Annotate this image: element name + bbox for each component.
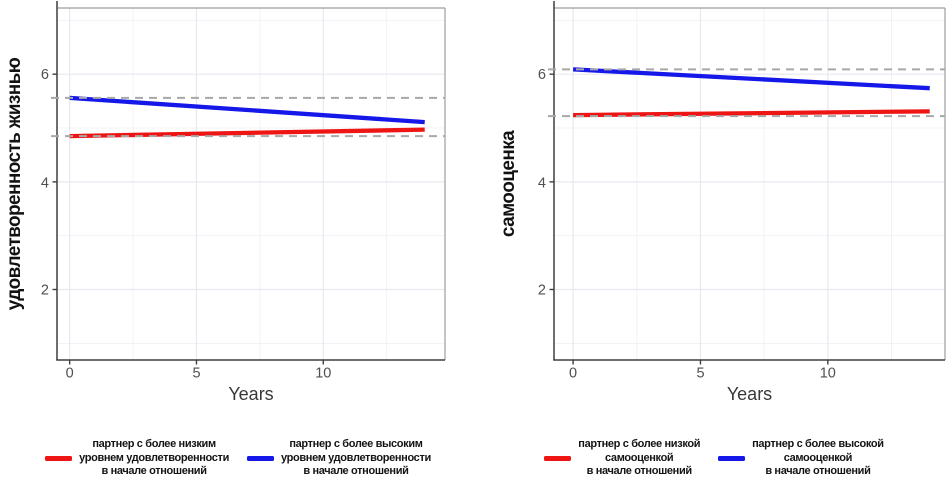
chart-life-satisfaction: 2 4 6 0 5 10 Years удовлетворенность жиз… (0, 1, 476, 479)
legend-line: в начале отношений (101, 465, 207, 477)
x-axis-title: Years (228, 384, 273, 404)
x-tick-label: 5 (192, 366, 200, 382)
legend-line: партнер с более низким (92, 438, 216, 450)
legend-line: уровнем удовлетворенности (79, 451, 229, 464)
legend-line: партнер с более высоким (289, 438, 423, 450)
x-tick-label: 5 (696, 366, 704, 382)
legend-line: самооценкой (783, 451, 853, 464)
legend-life-satisfaction: партнер с более низким уровнем удовлетво… (0, 438, 476, 479)
legend-swatch-blue (247, 455, 274, 461)
legend-line: в начале отношений (303, 465, 409, 477)
legend-line: партнер с более низкой (578, 438, 701, 450)
legend-label: партнер с более низким уровнем удовлетво… (79, 438, 229, 479)
y-tick-label: 4 (538, 175, 546, 191)
y-tick-label: 2 (41, 283, 49, 299)
legend-item-lower-partner: партнер с более низкой самооценкой в нач… (544, 438, 700, 479)
y-tick-label: 6 (538, 67, 546, 83)
x-tick-label: 0 (569, 366, 577, 382)
y-axis-title: самооценка (498, 130, 519, 237)
x-tick-label: 10 (820, 366, 836, 382)
y-axis-title: удовлетворенность жизнью (4, 57, 25, 310)
legend-swatch-red (544, 455, 572, 461)
legend-line: в начале отношений (765, 465, 871, 477)
y-tick-label: 6 (41, 67, 49, 83)
legend-swatch-blue (718, 455, 746, 461)
life-satisfaction-plot: 2 4 6 0 5 10 Years удовлетворенность жиз… (4, 1, 446, 404)
chart-self-esteem: 2 4 6 0 5 10 Years самооценка партнер с … (476, 0, 952, 504)
legend-item-higher-partner: партнер с более высоким уровнем удовлетв… (247, 438, 431, 479)
legend-label: партнер с более высокой самооценкой в на… (752, 438, 884, 479)
legend-label: партнер с более низкой самооценкой в нач… (578, 438, 700, 479)
legend-item-lower-partner: партнер с более низким уровнем удовлетво… (45, 438, 229, 479)
plot-area (51, 1, 446, 365)
legend-item-higher-partner: партнер с более высокой самооценкой в на… (718, 438, 884, 479)
legend-self-esteem: партнер с более низкой самооценкой в нач… (476, 438, 952, 479)
x-tick-label: 0 (66, 366, 74, 382)
legend-line: партнер с более высокой (752, 438, 884, 450)
legend-line: самооценкой (605, 451, 674, 464)
x-axis-title: Years (727, 384, 772, 404)
legend-label: партнер с более высоким уровнем удовлетв… (281, 438, 431, 479)
self-esteem-plot: 2 4 6 0 5 10 Years самооценка (498, 1, 946, 404)
y-tick-label: 2 (538, 283, 546, 299)
plot-area (548, 1, 946, 365)
legend-swatch-red (45, 455, 73, 461)
x-tick-label: 10 (315, 366, 331, 382)
legend-line: в начале отношений (586, 465, 693, 477)
legend-line: уровнем удовлетворенности (281, 451, 431, 464)
y-tick-label: 4 (41, 175, 49, 191)
